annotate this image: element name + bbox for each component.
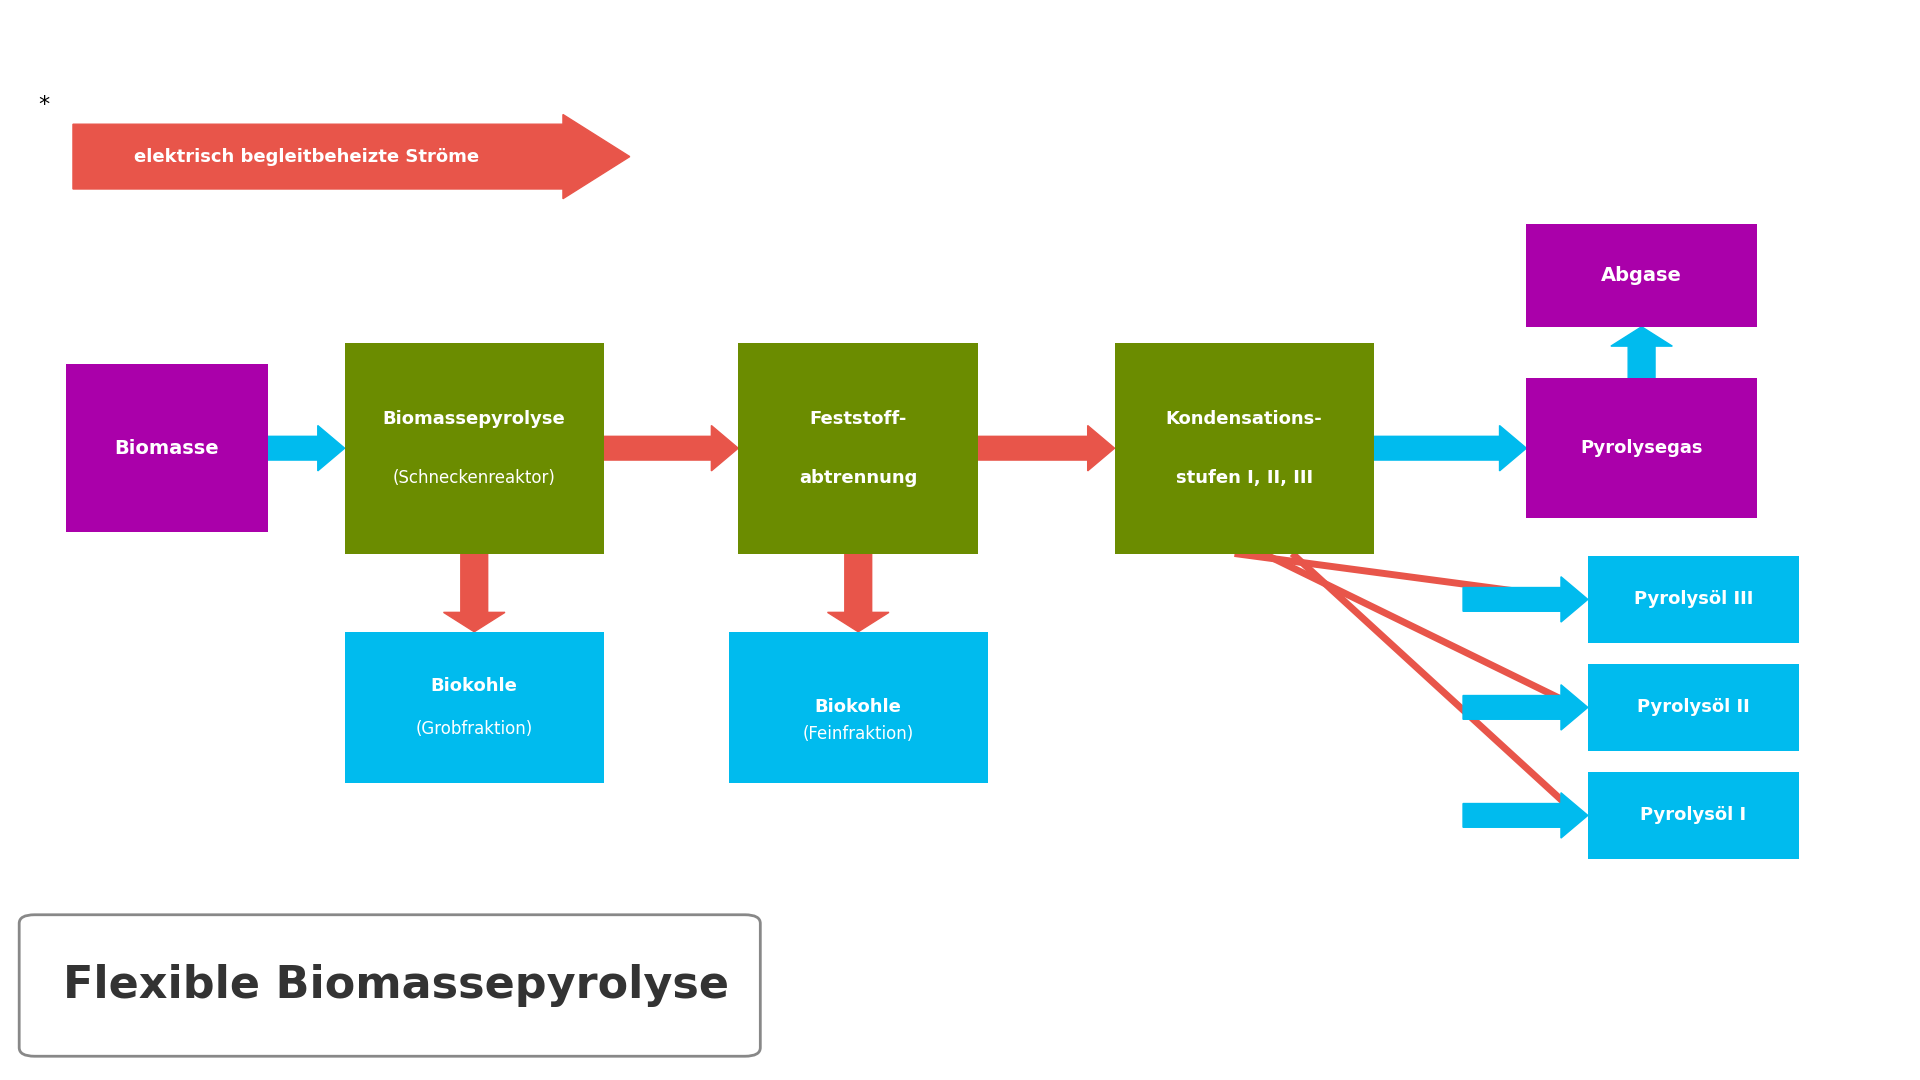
Text: elektrisch begleitbeheizte Ströme: elektrisch begleitbeheizte Ströme [134, 148, 480, 165]
FancyBboxPatch shape [1588, 556, 1799, 643]
Text: (Grobfraktion): (Grobfraktion) [415, 719, 534, 738]
Text: (Schneckenreaktor): (Schneckenreaktor) [394, 469, 555, 487]
Text: abtrennung: abtrennung [799, 469, 918, 487]
Text: Flexible Biomassepyrolyse: Flexible Biomassepyrolyse [63, 964, 730, 1007]
FancyArrow shape [444, 553, 505, 632]
Text: Abgase: Abgase [1601, 266, 1682, 285]
Text: stufen I, II, III: stufen I, II, III [1175, 469, 1313, 487]
FancyArrow shape [1463, 685, 1588, 730]
Text: Kondensations-: Kondensations- [1165, 409, 1323, 428]
Text: *: * [38, 95, 50, 114]
FancyArrow shape [603, 426, 737, 471]
Text: Pyrolysegas: Pyrolysegas [1580, 440, 1703, 457]
FancyArrow shape [1463, 793, 1588, 838]
FancyBboxPatch shape [346, 343, 603, 553]
Text: Biomassepyrolyse: Biomassepyrolyse [382, 409, 566, 428]
Text: Biomasse: Biomasse [115, 438, 219, 458]
FancyArrow shape [1611, 326, 1672, 378]
Text: (Feinfraktion): (Feinfraktion) [803, 726, 914, 743]
FancyBboxPatch shape [1526, 225, 1757, 326]
FancyBboxPatch shape [1588, 664, 1799, 751]
FancyBboxPatch shape [730, 632, 987, 783]
Text: Biokohle: Biokohle [814, 699, 902, 716]
FancyBboxPatch shape [65, 365, 267, 531]
FancyArrow shape [828, 553, 889, 632]
FancyArrow shape [73, 114, 630, 199]
FancyBboxPatch shape [737, 343, 979, 553]
Text: Pyrolysöl I: Pyrolysöl I [1640, 807, 1747, 824]
FancyBboxPatch shape [1588, 772, 1799, 859]
FancyArrow shape [1375, 426, 1526, 471]
FancyBboxPatch shape [1114, 343, 1375, 553]
Text: Pyrolysöl II: Pyrolysöl II [1638, 699, 1749, 716]
Text: Feststoff-: Feststoff- [810, 409, 906, 428]
FancyArrow shape [267, 426, 346, 471]
Text: Pyrolysöl III: Pyrolysöl III [1634, 591, 1753, 608]
FancyArrow shape [979, 426, 1114, 471]
FancyArrow shape [1463, 577, 1588, 622]
FancyBboxPatch shape [346, 632, 603, 783]
FancyBboxPatch shape [19, 915, 760, 1056]
Text: Biokohle: Biokohle [430, 677, 518, 696]
FancyBboxPatch shape [1526, 378, 1757, 518]
